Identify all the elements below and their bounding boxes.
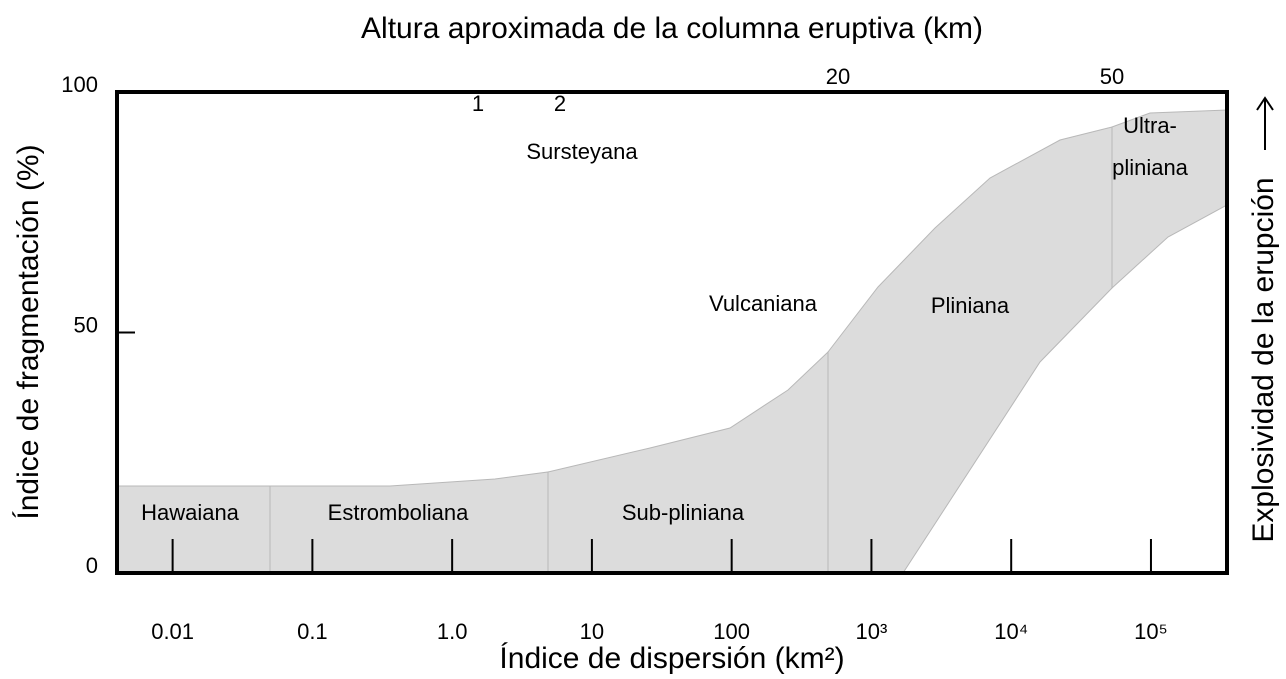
region-label: Ultra- [1123, 113, 1177, 138]
subpliniana-region [547, 350, 829, 574]
top-tick-label: 20 [826, 64, 850, 89]
y-tick-label: 0 [86, 553, 98, 578]
x-tick-label: 1.0 [437, 619, 468, 644]
x-axis-title: Índice de dispersión (km²) [499, 642, 844, 675]
region-label: pliniana [1112, 155, 1189, 180]
y-tick-label: 100 [61, 72, 98, 97]
x-tick-label: 10 [580, 619, 604, 644]
explosivity-title: Explosividad de la erupción [1247, 177, 1280, 542]
pliniana-region [827, 126, 1113, 574]
region-label: Pliniana [931, 293, 1010, 318]
top-tick-label: 50 [1100, 64, 1124, 89]
top-tick-label: 1 [472, 91, 484, 116]
x-tick-label: 10⁴ [994, 619, 1028, 644]
y-axis-title: Índice de fragmentación (%) [12, 144, 45, 519]
x-tick-label: 0.1 [297, 619, 328, 644]
top-tick-label: 2 [554, 91, 566, 116]
region-label: Vulcaniana [709, 291, 818, 316]
x-tick-label: 100 [713, 619, 750, 644]
explosivity-arrow [1256, 96, 1274, 150]
top-axis-title: Altura aproximada de la columna eruptiva… [361, 12, 983, 45]
y-tick-label: 50 [74, 312, 98, 337]
region-label: Hawaiana [141, 500, 240, 525]
x-tick-label: 0.01 [151, 619, 194, 644]
region-label: Sub-pliniana [622, 500, 745, 525]
region-label: Sursteyana [526, 139, 638, 164]
x-tick-label: 10⁵ [1134, 619, 1168, 644]
x-tick-label: 10³ [856, 619, 888, 644]
region-label: Estromboliana [328, 500, 469, 525]
